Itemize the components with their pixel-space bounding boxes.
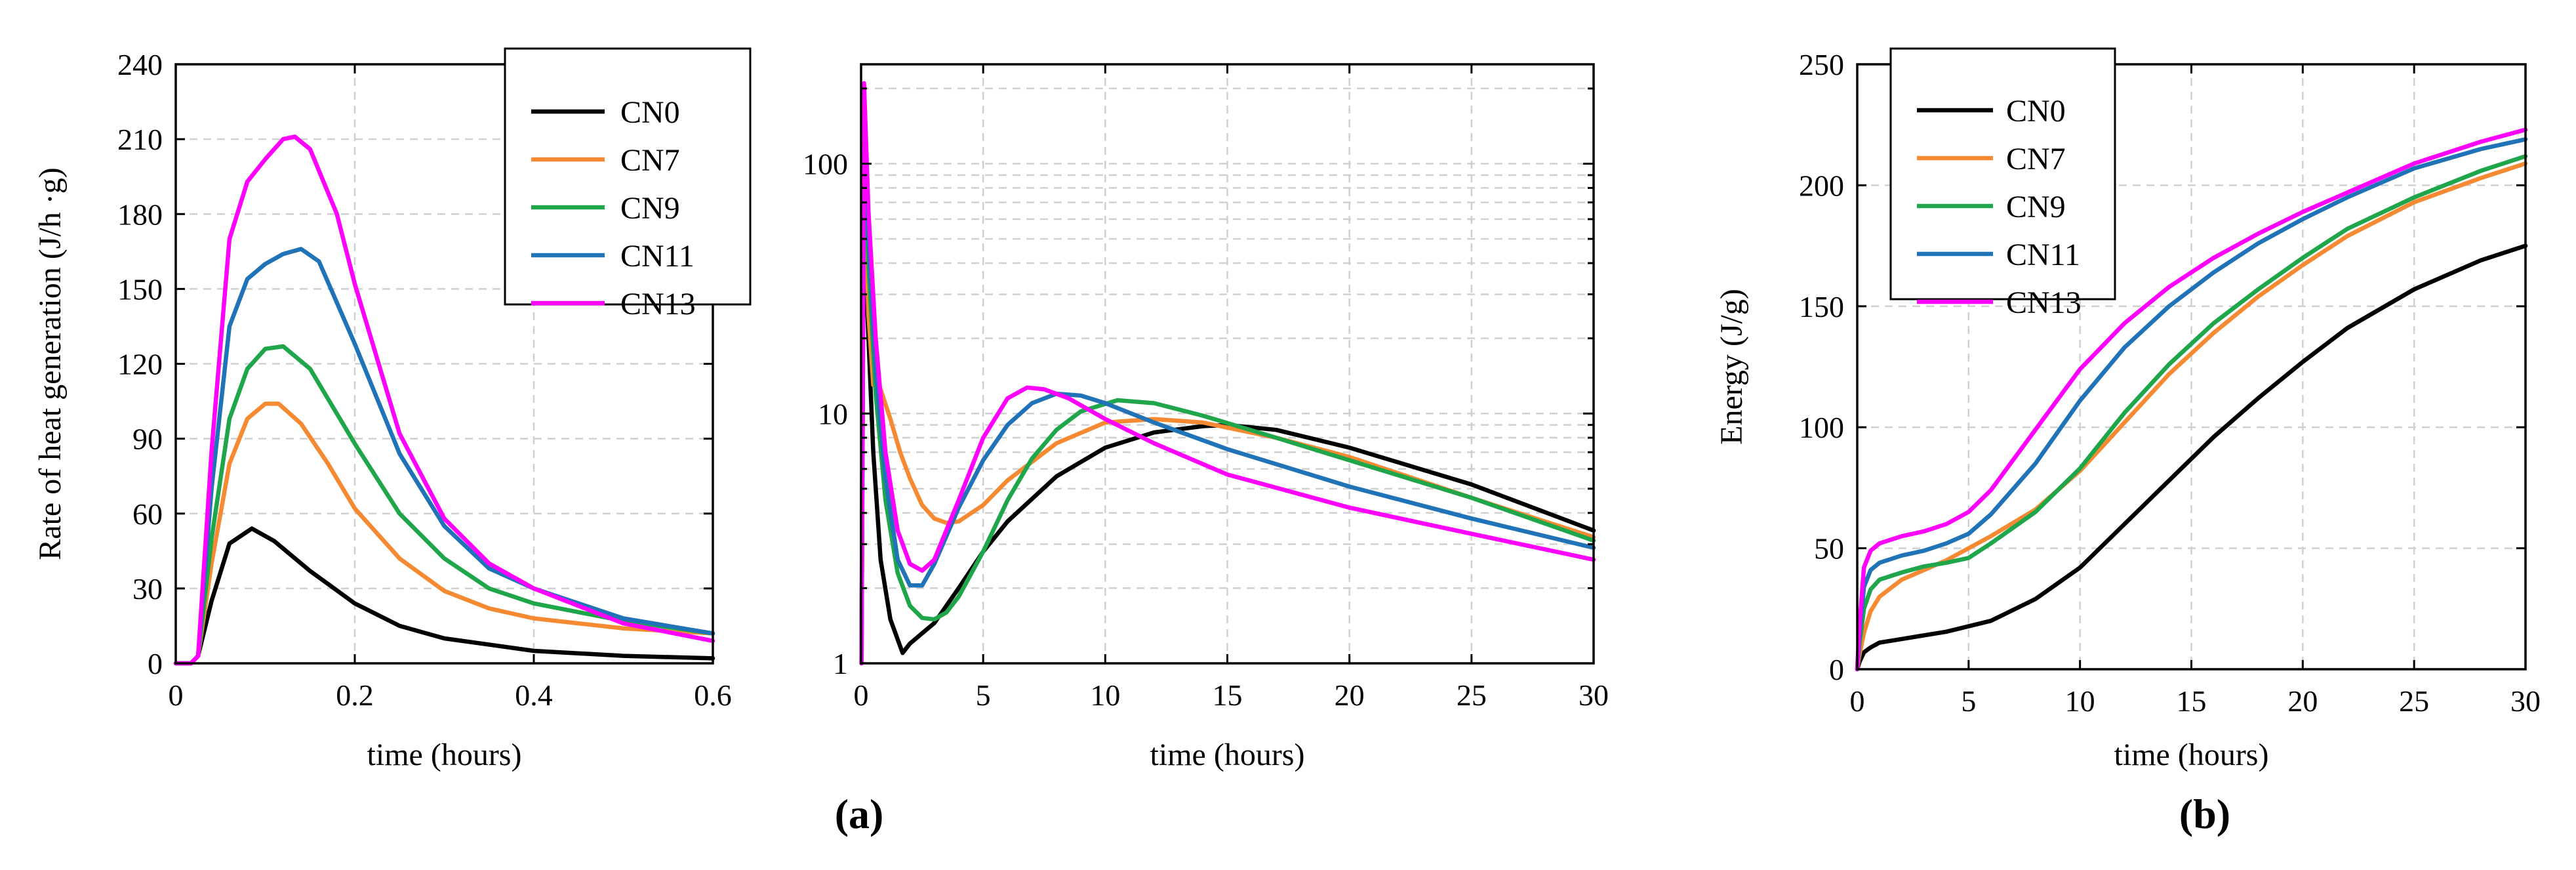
x-tick-label: 10 [1090,678,1120,712]
x-tick-label: 15 [2177,684,2207,718]
legend: CN0 CN7 CN9 CN11 CN13 [504,47,752,321]
chart-cumulative-energy: 0 5 10 15 20 25 30 0 50 100 150 200 250 time (hours) E… [1714,47,2541,772]
series-line-cn9 [1855,154,2528,672]
y-axis-title: Energy (J/g) [1714,289,1749,445]
legend-label-cn0: CN0 [2006,94,2066,129]
x-tick-label: 20 [2287,684,2318,718]
y-tick-label: 10 [818,397,848,430]
x-axis-title: time (hours) [367,737,522,772]
legend-label-cn7: CN7 [2006,142,2066,176]
x-tick-label: 0 [1850,684,1865,718]
x-tick-label: 0.6 [694,678,732,712]
y-tick-label: 150 [1799,290,1844,323]
x-tick-label: 25 [2399,684,2429,718]
y-tick-label: 30 [132,572,163,606]
x-tick-label: 10 [2065,684,2095,718]
series-group [859,81,1596,666]
y-tick-label: 240 [117,48,163,81]
legend-label-cn13: CN13 [620,287,696,321]
x-tick-label: 0 [854,678,869,712]
legend-label-cn13: CN13 [2006,285,2082,320]
y-tick-label: 200 [1799,169,1844,202]
y-tick-label: 180 [117,197,163,231]
legend-box [504,47,752,306]
x-tick-label: 5 [976,678,991,712]
legend-label-cn11: CN11 [2006,238,2080,272]
y-tick-label: 100 [1799,411,1844,444]
series-line-cn0 [859,228,1596,666]
y-tick-label: 0 [1829,653,1844,686]
legend-label-cn9: CN9 [620,191,680,226]
x-axis-title: time (hours) [1150,737,1305,772]
series-line-cn9 [173,344,715,666]
series-line-cn13 [173,135,715,666]
x-tick-label: 30 [1579,678,1609,712]
series-line-cn0 [1855,243,2528,672]
x-tick-label: 20 [1335,678,1365,712]
y-tick-label: 250 [1799,48,1844,81]
x-tick-label: 5 [1961,684,1976,718]
y-axis-title: Rate of heat generation (J/h ·g) [33,167,68,560]
y-tick-label: 60 [132,497,163,531]
panel-label-a: (a) [835,791,884,837]
legend-label-cn9: CN9 [2006,190,2066,224]
series-line-cn13 [859,81,1596,666]
y-tick-label: 210 [117,123,163,156]
y-tick-label: 1 [833,647,848,680]
series-group [173,135,715,666]
legend-label-cn0: CN0 [620,95,680,130]
series-line-cn11 [859,117,1596,666]
gridlines [861,64,1594,663]
legend: CN0 CN7 CN9 CN11 CN13 [1889,47,2116,320]
chart-heat-rate-log: 0 5 10 15 20 25 30 1 10 100 time (hours) [803,63,1609,772]
x-tick-label: 30 [2510,684,2541,718]
y-tick-label: 0 [148,647,163,680]
panel-label-b: (b) [2179,791,2230,837]
x-axis-title: time (hours) [2114,737,2269,772]
x-tick-label: 25 [1457,678,1487,712]
x-tick-label: 0.2 [336,678,374,712]
x-tick-label: 15 [1213,678,1243,712]
legend-label-cn11: CN11 [620,239,694,274]
y-tick-label: 120 [117,348,163,381]
y-tick-label: 90 [132,423,163,456]
y-tick-label: 150 [117,272,163,306]
x-tick-label: 0 [169,678,184,712]
y-tick-label: 50 [1814,532,1844,566]
legend-label-cn7: CN7 [620,143,680,178]
series-line-cn0 [173,526,715,666]
series-line-cn11 [1855,137,2528,672]
series-group [1855,127,2528,672]
legend-box [1889,47,2116,300]
y-tick-label: 100 [803,148,848,181]
chart-heat-rate-early: 0 0.2 0.4 0.6 0 30 60 90 120 150 180 210 240 time (ho… [33,47,752,772]
x-tick-label: 0.4 [515,678,553,712]
series-line-cn13 [1855,127,2528,672]
